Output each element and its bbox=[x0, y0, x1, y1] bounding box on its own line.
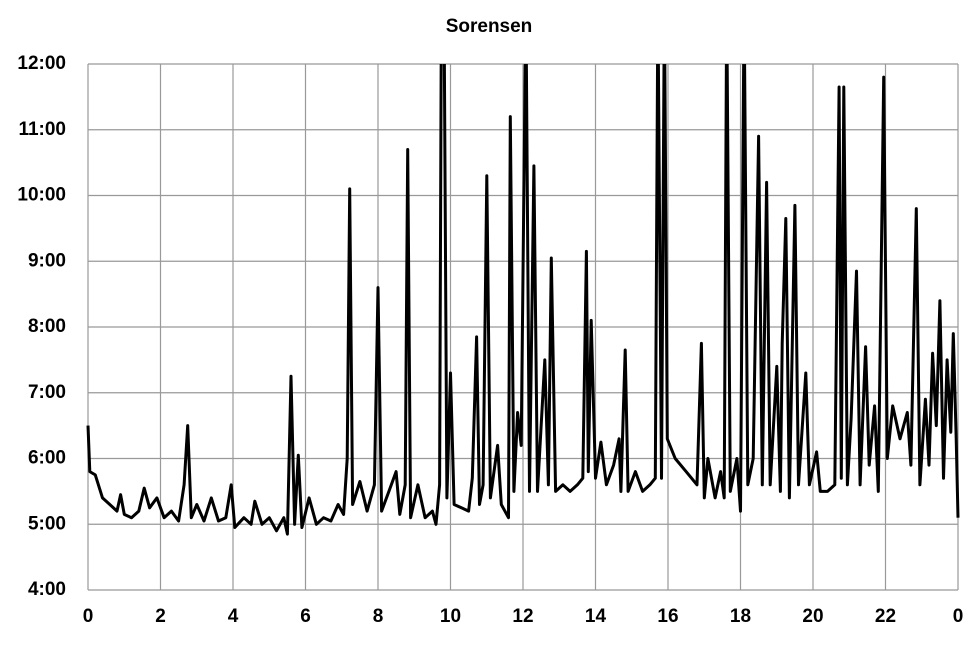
x-tick-label: 6 bbox=[300, 606, 311, 627]
plot-area bbox=[86, 64, 960, 536]
axis-labels: 4:00 5:00 6:00 7:00 8:00 9:00 10:00 11:00 12:00 0… bbox=[17, 53, 963, 627]
x-tick-label: 12 bbox=[512, 606, 533, 627]
x-tick-label: 18 bbox=[730, 606, 751, 627]
x-tick-label: 0 bbox=[953, 606, 964, 627]
y-tick-label: 9:00 bbox=[28, 250, 66, 271]
x-tick-label: 8 bbox=[373, 606, 384, 627]
y-tick-label: 7:00 bbox=[28, 382, 66, 403]
x-tick-label: 2 bbox=[155, 606, 166, 627]
x-tick-label: 22 bbox=[875, 606, 896, 627]
y-tick-label: 6:00 bbox=[28, 448, 66, 469]
y-tick-label: 10:00 bbox=[17, 185, 66, 206]
y-tick-label: 11:00 bbox=[18, 119, 66, 140]
y-tick-label: 8:00 bbox=[28, 316, 66, 337]
chart-title: Sorensen bbox=[446, 16, 533, 37]
y-tick-label: 12:00 bbox=[17, 53, 66, 74]
x-tick-label: 0 bbox=[83, 606, 94, 627]
x-tick-label: 14 bbox=[585, 606, 607, 627]
x-tick-label: 16 bbox=[657, 606, 678, 627]
x-tick-label: 10 bbox=[440, 606, 461, 627]
x-tick-label: 4 bbox=[228, 606, 239, 627]
y-tick-label: 5:00 bbox=[28, 513, 66, 534]
series-line bbox=[86, 64, 960, 536]
y-tick-label: 4:00 bbox=[28, 579, 66, 600]
x-tick-label: 20 bbox=[802, 606, 823, 627]
